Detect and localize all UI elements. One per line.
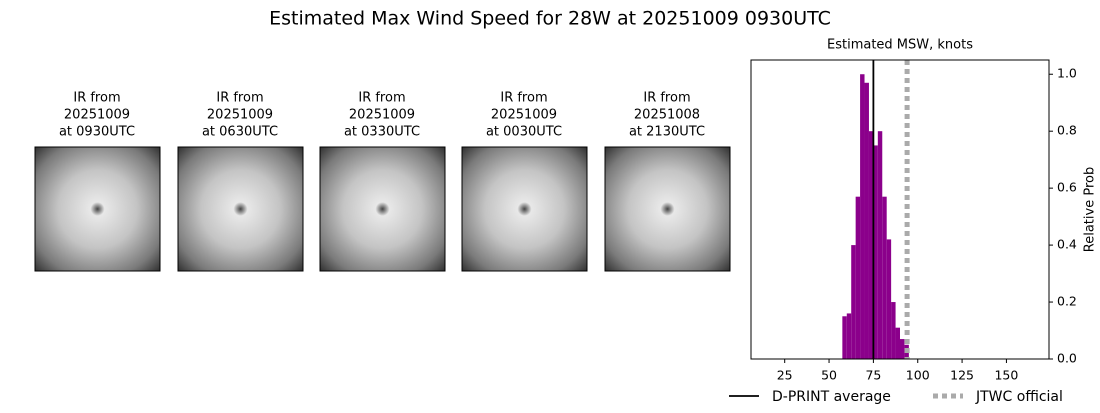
- panel-caption: IR from: [643, 91, 690, 106]
- bar: [873, 145, 878, 359]
- bar: [842, 316, 847, 359]
- figure-title: Estimated Max Wind Speed for 28W at 2025…: [269, 8, 831, 30]
- y-tick-label: 1.0: [1057, 66, 1077, 81]
- ir-image: [34, 146, 161, 272]
- x-tick-label: 125: [950, 368, 974, 383]
- x-tick-label: 75: [865, 368, 881, 383]
- bar: [882, 196, 887, 359]
- panel-caption: 20251009: [349, 108, 415, 123]
- bar: [855, 196, 861, 359]
- panel-caption: at 0330UTC: [344, 125, 420, 140]
- y-tick-label: 0.0: [1057, 351, 1077, 366]
- ir-image: [461, 146, 588, 272]
- bar: [868, 131, 874, 359]
- y-tick-label: 0.4: [1057, 237, 1077, 252]
- x-tick-label: 25: [777, 368, 793, 383]
- x-tick-label: 150: [994, 368, 1018, 383]
- y-tick-label: 0.2: [1057, 294, 1077, 309]
- legend-label: JTWC official: [975, 389, 1063, 405]
- panel-caption: IR from: [73, 91, 120, 106]
- panel-caption: at 0030UTC: [486, 125, 562, 140]
- x-tick-label: 100: [906, 368, 930, 383]
- bar: [846, 313, 852, 359]
- panel-caption: 20251009: [207, 108, 273, 123]
- bar: [851, 245, 856, 359]
- bar: [864, 82, 869, 360]
- y-axis-label: Relative Prob: [1083, 167, 1098, 252]
- y-tick-label: 0.8: [1057, 123, 1077, 138]
- ir-image: [319, 146, 446, 272]
- bar: [900, 339, 905, 359]
- panel-caption: IR from: [500, 91, 547, 106]
- panel-caption: at 2130UTC: [629, 125, 705, 140]
- panel-caption: IR from: [358, 91, 405, 106]
- panel-caption: at 0630UTC: [202, 125, 278, 140]
- panel-caption: 20251008: [634, 108, 700, 123]
- panel-caption: 20251009: [64, 108, 130, 123]
- ir-image: [604, 146, 731, 272]
- chart-title: Estimated MSW, knots: [827, 38, 973, 53]
- bar: [877, 131, 883, 359]
- bar: [886, 239, 892, 359]
- bar: [891, 302, 896, 359]
- bar: [895, 327, 900, 359]
- bar: [860, 74, 865, 359]
- legend-label: D-PRINT average: [772, 389, 891, 405]
- x-tick-label: 50: [821, 368, 837, 383]
- y-tick-label: 0.6: [1057, 180, 1077, 195]
- ir-image: [177, 146, 304, 272]
- panel-caption: IR from: [216, 91, 263, 106]
- panel-caption: at 0930UTC: [59, 125, 135, 140]
- plot-frame: [750, 59, 1050, 360]
- panel-caption: 20251009: [491, 108, 557, 123]
